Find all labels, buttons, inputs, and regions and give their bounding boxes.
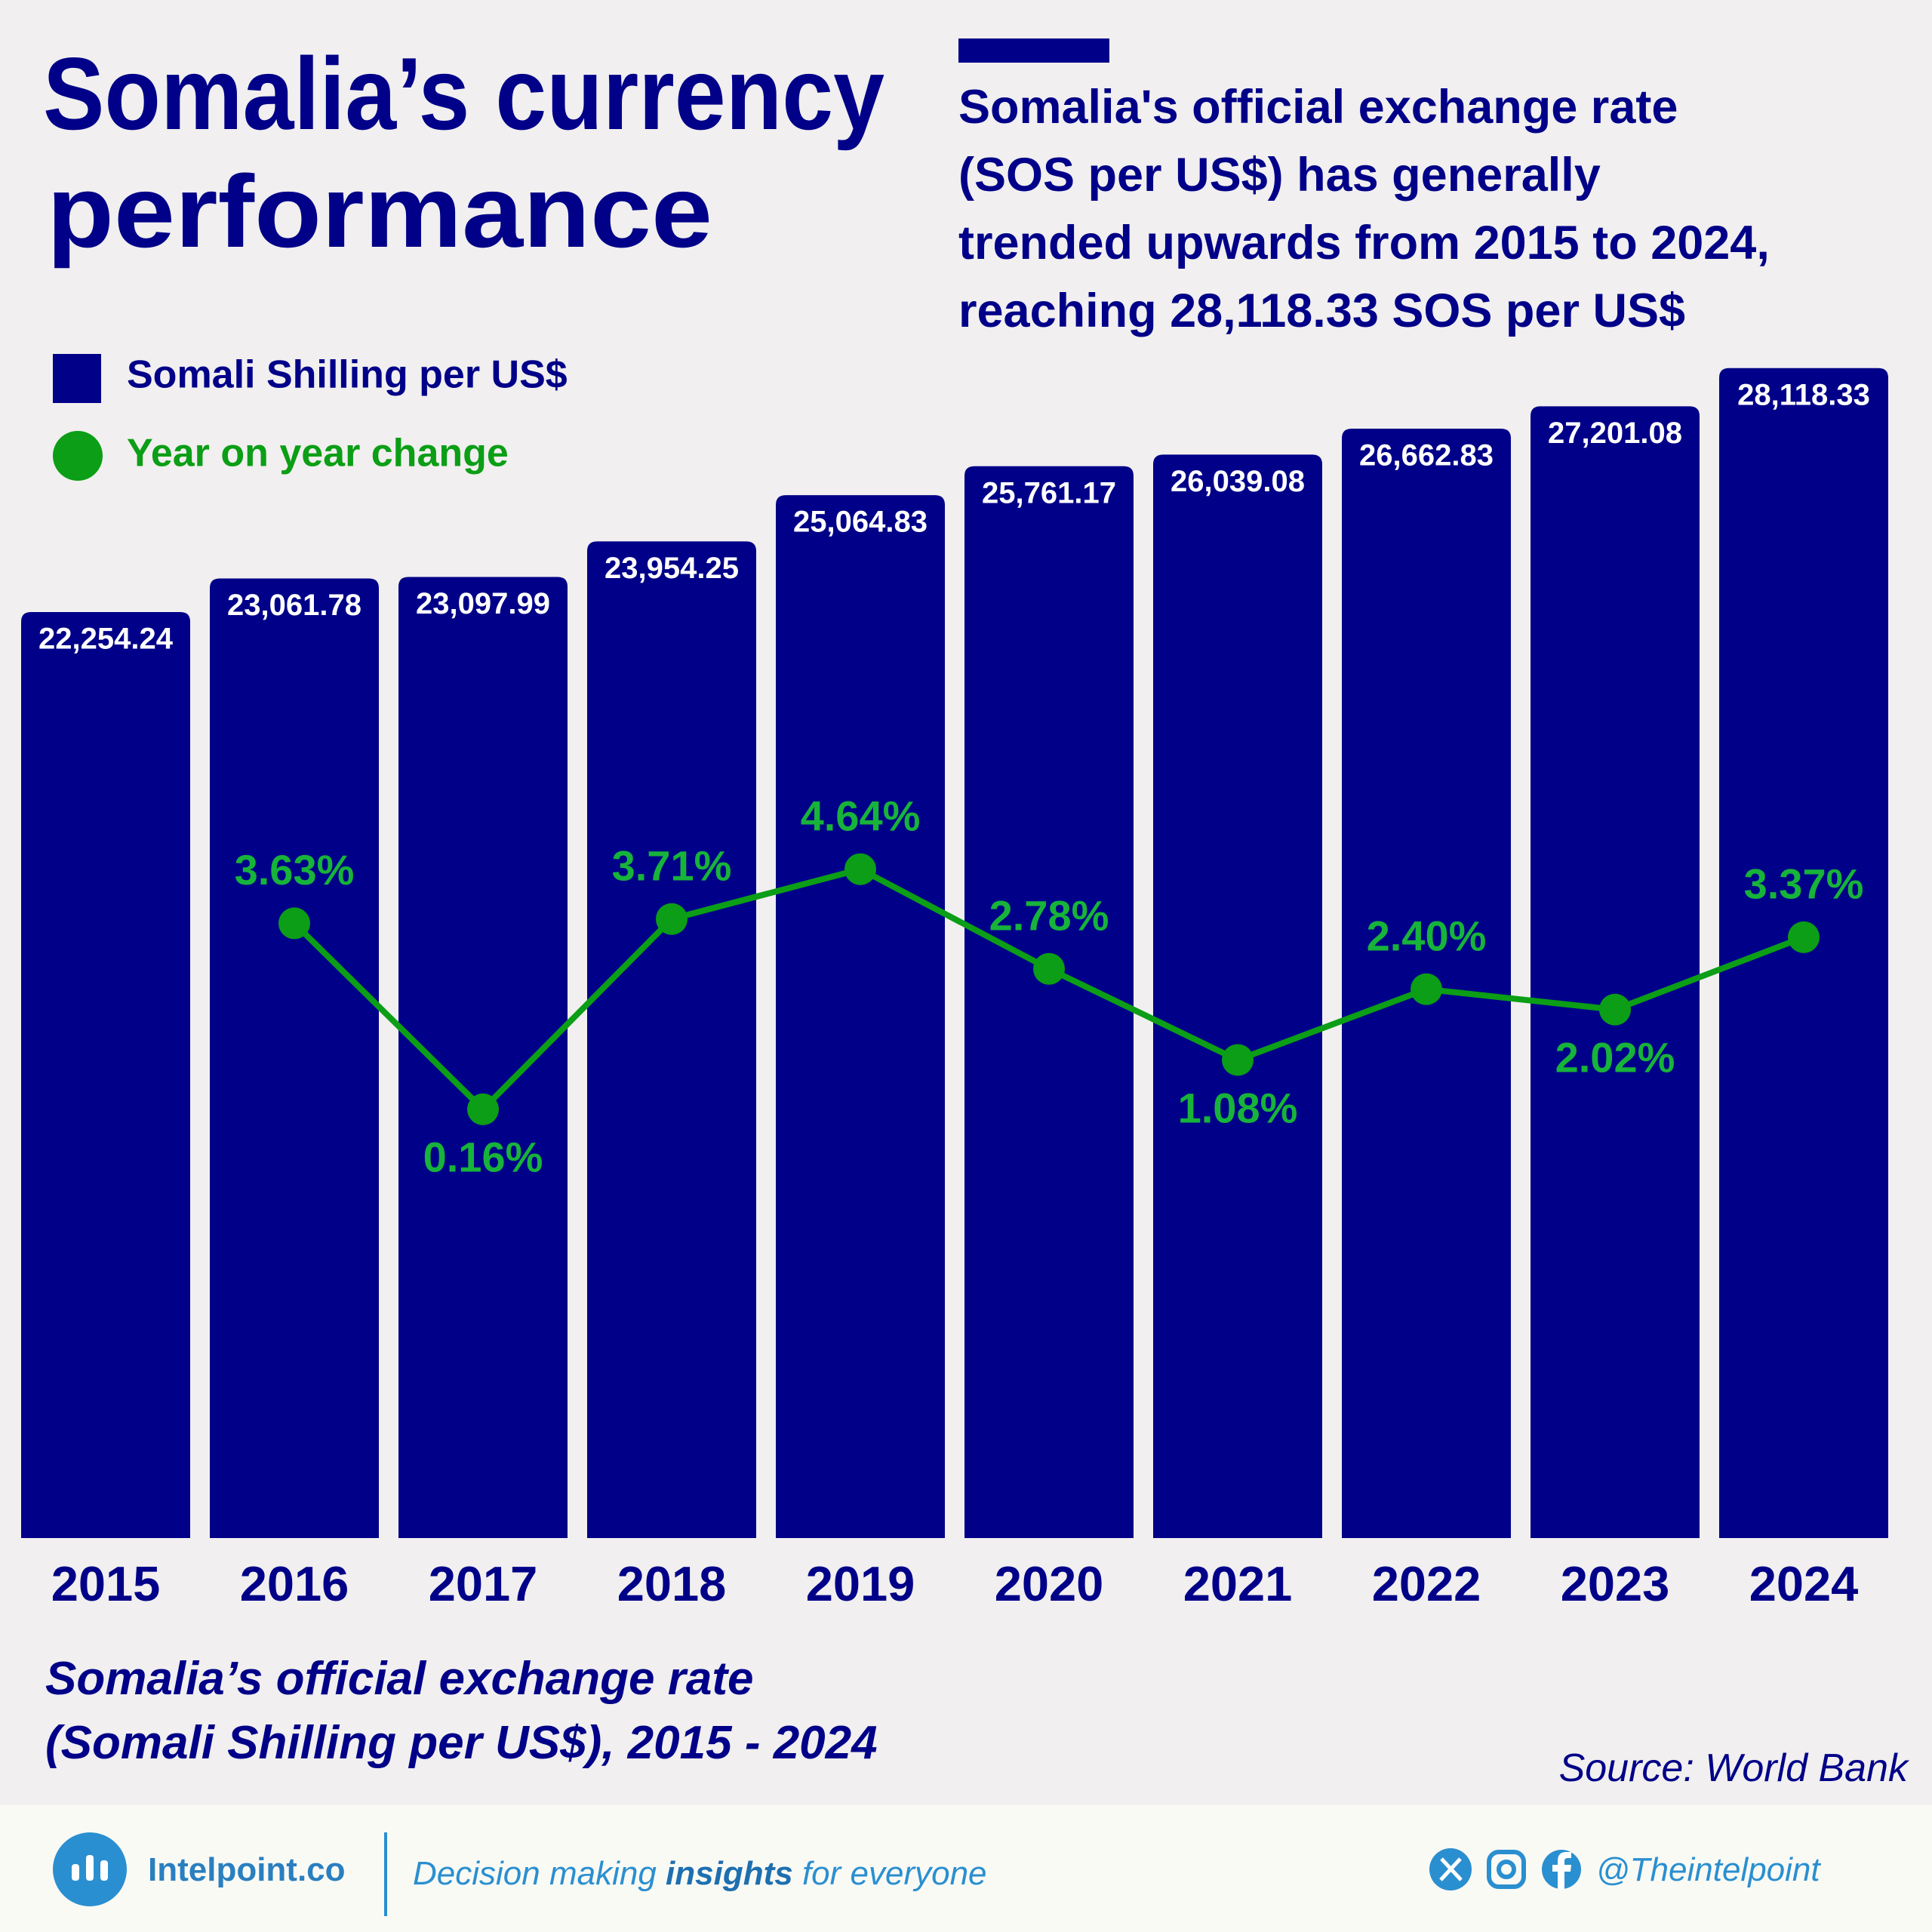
x-tick-label: 2021: [1183, 1556, 1293, 1611]
line-value-label: 3.71%: [612, 842, 732, 890]
line-point: [844, 853, 876, 885]
tagline-part: Decision making: [413, 1855, 666, 1892]
legend-swatch-line: [53, 431, 103, 481]
x-glyph: [1439, 1857, 1463, 1881]
x-tick-label: 2015: [51, 1556, 161, 1611]
bar: [964, 466, 1134, 1538]
legend-label: Year on year change: [127, 432, 509, 475]
logo-bar: [72, 1864, 79, 1881]
line-point: [1222, 1044, 1254, 1076]
logo-bar: [100, 1860, 108, 1881]
accent-bar: [958, 38, 1109, 63]
line-point: [1411, 973, 1442, 1005]
line-value-label: 1.08%: [1178, 1084, 1298, 1131]
x-tick-label: 2018: [617, 1556, 727, 1611]
bar-value-label: 26,662.83: [1359, 439, 1494, 472]
instagram-lens: [1497, 1860, 1516, 1879]
brand: Intelpoint.co: [148, 1851, 346, 1888]
logo-bar: [86, 1855, 94, 1881]
tagline: Decision making insights for everyone: [413, 1855, 987, 1892]
line-point: [1788, 921, 1820, 953]
line-value-label: 2.78%: [989, 892, 1109, 940]
footer-background: [0, 1805, 1932, 1932]
line-point: [278, 907, 310, 940]
legend-label: Somali Shilling per US$: [127, 353, 568, 397]
bar: [398, 577, 568, 1539]
caption: (Somali Shilling per US$), 2015 - 2024: [45, 1717, 878, 1769]
handle: @Theintelpoint: [1596, 1851, 1821, 1888]
title: performance: [47, 154, 712, 269]
facebook-glyph: [1552, 1852, 1571, 1889]
bar: [776, 495, 945, 1539]
bar-value-label: 23,097.99: [416, 587, 550, 620]
title: Somalia’s currency: [43, 36, 884, 151]
subtitle-line: Somalia's official exchange rate: [958, 81, 1678, 134]
tagline-part: for everyone: [793, 1855, 987, 1892]
x-tick-label: 2024: [1749, 1556, 1859, 1611]
bar-value-label: 25,761.17: [982, 476, 1116, 509]
x-tick-label: 2016: [240, 1556, 349, 1611]
subtitle-line: trended upwards from 2015 to 2024,: [958, 217, 1770, 269]
bar: [210, 578, 379, 1538]
legend-swatch-bar: [53, 354, 101, 403]
instagram-icon: [1487, 1850, 1526, 1889]
x-tick-label: 2019: [806, 1556, 915, 1611]
tagline-emphasis: insights: [666, 1855, 793, 1892]
line-value-label: 0.16%: [423, 1134, 543, 1181]
bar-value-label: 23,954.25: [605, 552, 739, 585]
bar: [1153, 454, 1322, 1539]
line-value-label: 4.64%: [801, 792, 921, 839]
line-point: [1599, 993, 1631, 1026]
x-tick-label: 2017: [429, 1556, 538, 1611]
line-point: [467, 1093, 499, 1125]
bar-value-label: 25,064.83: [793, 506, 928, 539]
line-value-label: 3.37%: [1744, 860, 1864, 908]
line-point: [656, 903, 688, 935]
line-value-label: 3.63%: [235, 846, 355, 894]
bar: [21, 612, 190, 1538]
subtitle: Somalia's official exchange rate (SOS per…: [958, 81, 1770, 337]
bar: [587, 541, 756, 1539]
line-value-label: 2.40%: [1367, 912, 1487, 960]
bar: [1531, 406, 1700, 1539]
x-tick-label: 2023: [1561, 1556, 1670, 1611]
bar-value-label: 27,201.08: [1548, 417, 1682, 450]
bar-value-label: 22,254.24: [38, 623, 174, 656]
bar-value-label: 28,118.33: [1737, 378, 1870, 411]
line-value-label: 2.02%: [1555, 1034, 1675, 1081]
line-point: [1033, 952, 1065, 985]
x-tick-label: 2022: [1372, 1556, 1481, 1611]
bar-value-label: 26,039.08: [1171, 465, 1305, 498]
subtitle-line: reaching 28,118.33 SOS per US$: [958, 285, 1685, 337]
caption: Somalia’s official exchange rate: [45, 1653, 753, 1705]
x-tick-label: 2020: [995, 1556, 1104, 1611]
subtitle-line: (SOS per US$) has generally: [958, 149, 1601, 202]
source: Source: World Bank: [1559, 1746, 1910, 1790]
bar-value-label: 23,061.78: [227, 589, 361, 622]
